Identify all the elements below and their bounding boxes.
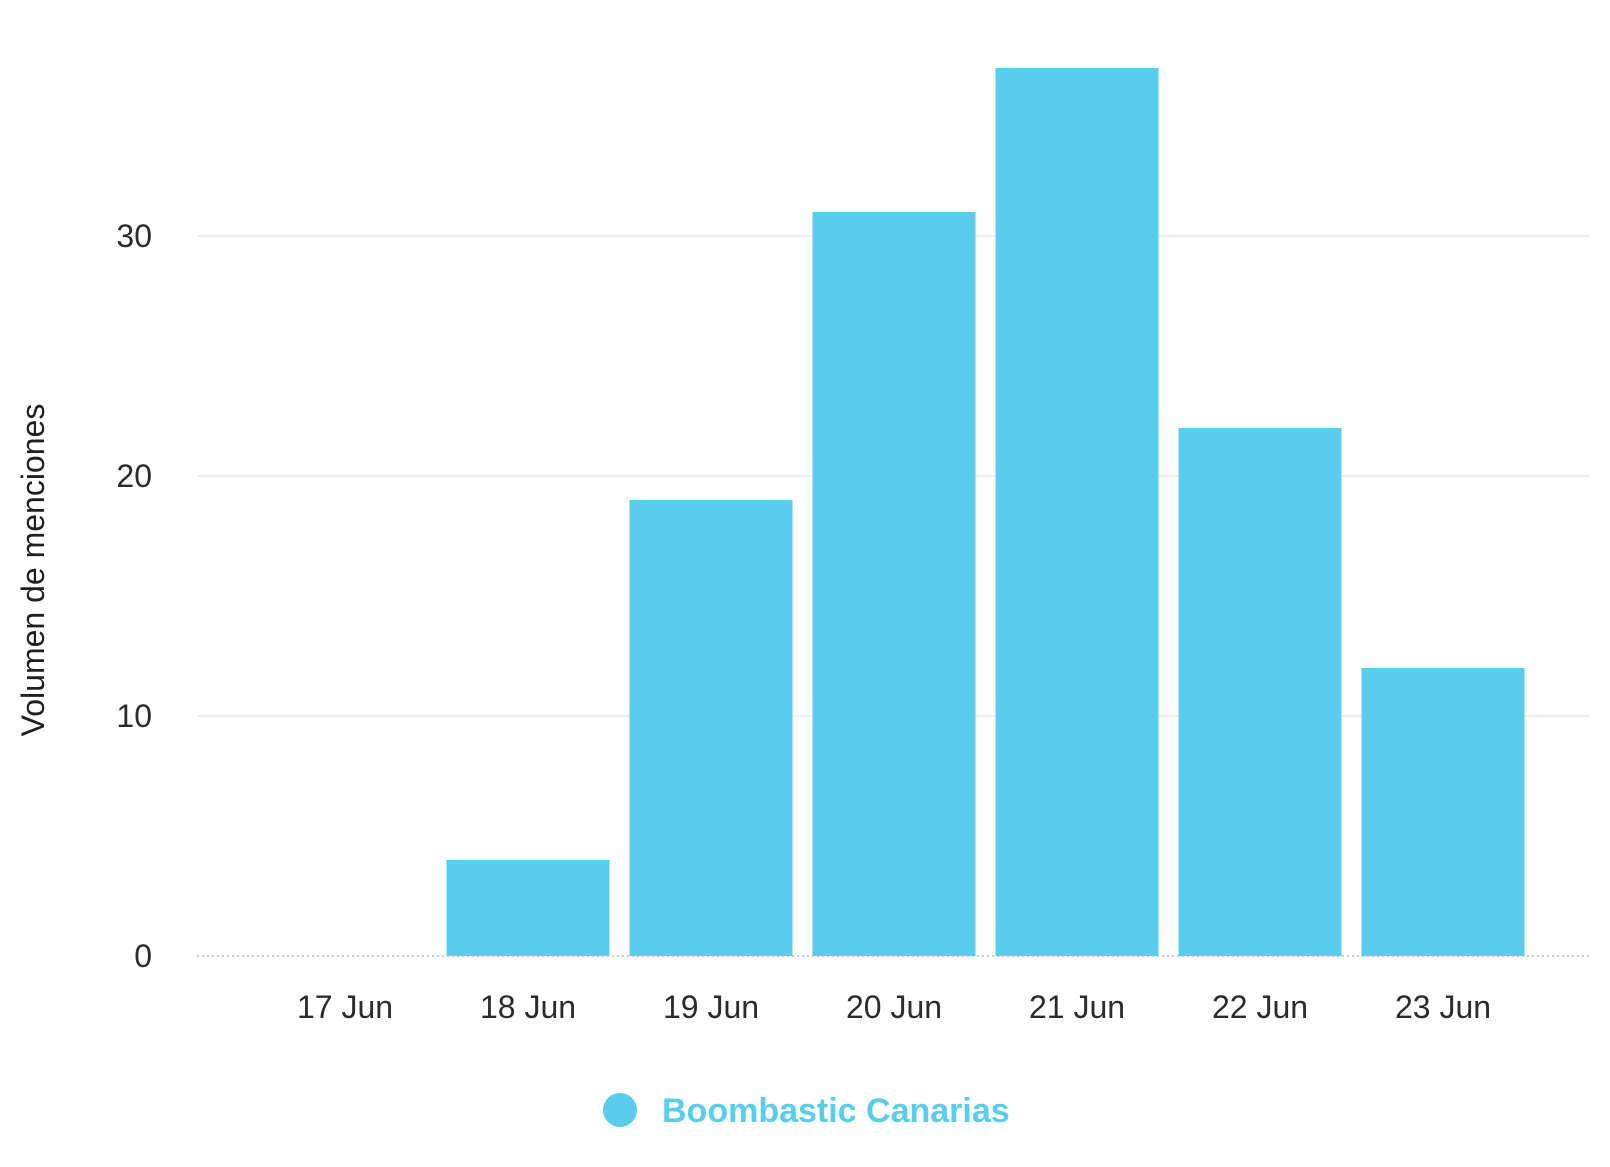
x-tick-label-18-jun: 18 Jun — [480, 989, 576, 1025]
bar-18-jun[interactable] — [446, 860, 610, 956]
bar-23-jun[interactable] — [1361, 668, 1525, 956]
x-tick-label-23-jun: 23 Jun — [1395, 989, 1491, 1025]
y-tick-label-0: 0 — [134, 938, 152, 974]
bar-21-jun[interactable] — [995, 68, 1159, 956]
x-tick-label-19-jun: 19 Jun — [663, 989, 759, 1025]
bar-20-jun[interactable] — [812, 212, 976, 956]
x-tick-label-20-jun: 20 Jun — [846, 989, 942, 1025]
y-axis-title: Volumen de menciones — [15, 404, 51, 737]
y-axis-ticks: 0 10 20 30 — [116, 218, 152, 974]
bar-22-jun[interactable] — [1178, 428, 1342, 956]
y-tick-label-30: 30 — [116, 218, 152, 254]
y-tick-label-10: 10 — [116, 698, 152, 734]
bar-19-jun[interactable] — [629, 500, 793, 956]
x-tick-label-22-jun: 22 Jun — [1212, 989, 1308, 1025]
legend-label-boombastic-canarias: Boombastic Canarias — [662, 1092, 1010, 1130]
bars — [446, 68, 1525, 956]
legend-swatch — [603, 1093, 637, 1127]
x-tick-label-21-jun: 21 Jun — [1029, 989, 1125, 1025]
x-axis-ticks: 17 Jun 18 Jun 19 Jun 20 Jun 21 Jun 22 Jun 23 J… — [297, 989, 1491, 1025]
legend[interactable]: Boombastic Canarias — [603, 1092, 1010, 1130]
y-tick-label-20: 20 — [116, 458, 152, 494]
x-tick-label-17-jun: 17 Jun — [297, 989, 393, 1025]
